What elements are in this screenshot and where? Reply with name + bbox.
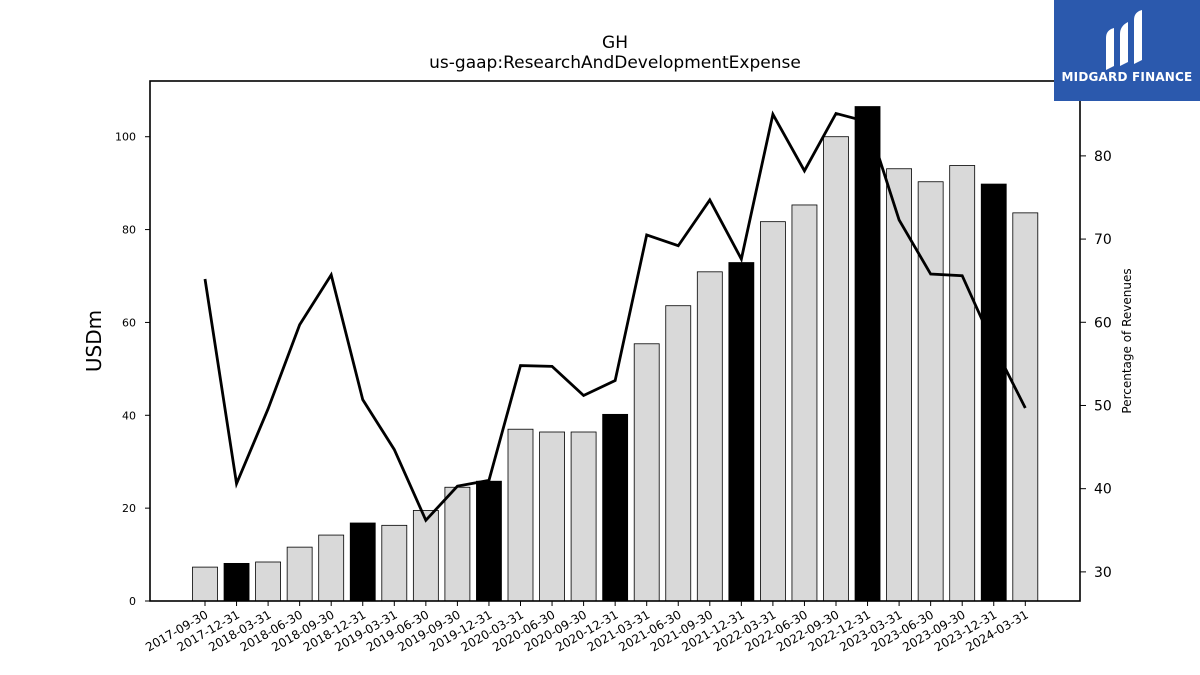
bar [886,168,912,602]
y2-tick-label: 30 [1094,565,1112,581]
bar [791,204,818,602]
left-axis-ticks: 0 20 40 60 80 100 [115,131,150,608]
bar [381,524,408,602]
y-axis-label: USDm [82,310,106,372]
bar [444,486,471,602]
y-tick-label: 100 [115,131,136,144]
y-tick-label: 80 [122,224,136,237]
bar [633,343,660,602]
bar [539,431,565,602]
bar [412,510,439,602]
bar [728,262,755,602]
bar [349,522,376,602]
y-tick-label: 20 [122,502,136,515]
y2-tick-label: 50 [1094,398,1112,414]
y2-tick-label: 80 [1094,149,1112,165]
bar [665,305,692,602]
midgard-logo-icon [1106,10,1142,70]
bar [570,431,597,602]
chart-subtitle: us-gaap:ResearchAndDevelopmentExpense [429,53,801,73]
bar [917,181,944,602]
bar [980,183,1007,602]
bar [223,562,250,602]
right-axis-ticks: 30 40 50 60 70 80 [1080,149,1112,581]
brand-name: MIDGARD FINANCE [1061,70,1193,84]
y-tick-label: 0 [129,595,136,608]
y2-tick-label: 60 [1094,315,1112,331]
bar [823,136,849,602]
bar-series [192,106,1039,602]
y-tick-label: 40 [122,409,136,422]
brand-logo: MIDGARD FINANCE [1054,0,1200,101]
y2-axis-label: Percentage of Revenues [1120,268,1134,413]
x-axis-ticks: 2017-09-302017-12-312018-03-312018-06-30… [143,601,1031,654]
y2-tick-label: 40 [1094,482,1112,498]
bar [192,566,218,602]
bar [949,165,976,602]
bar [255,561,282,602]
percentage-line [203,110,1027,523]
bar [696,271,723,602]
bar [318,534,345,602]
bar [286,546,313,602]
bar [760,221,786,602]
chart-title: GH [602,33,628,53]
bar [854,106,881,602]
bar [507,428,534,602]
bar [476,480,502,602]
bar [602,413,629,602]
y2-tick-label: 70 [1094,232,1112,248]
y-tick-label: 60 [122,316,136,329]
line-series [203,110,1027,523]
